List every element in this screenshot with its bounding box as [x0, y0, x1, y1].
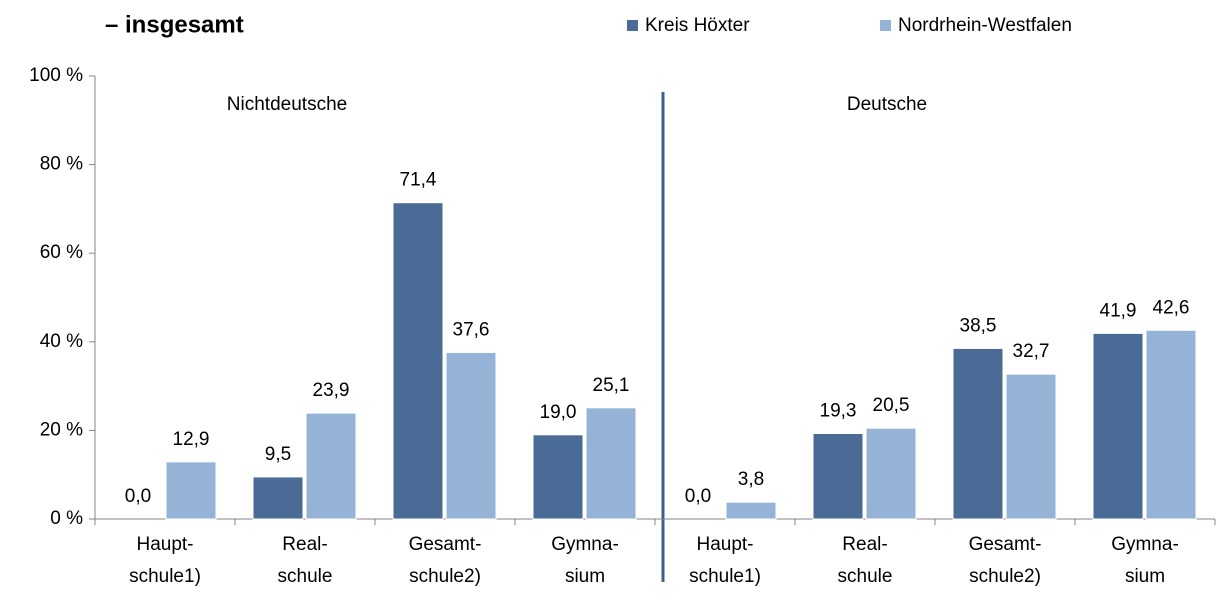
group-label: Deutsche — [847, 94, 927, 115]
x-tick-label: schule2) — [969, 566, 1041, 587]
y-tick-label: 80 % — [40, 154, 83, 175]
x-tick-label: Gesamt- — [409, 534, 482, 555]
x-tick-label: schule1) — [689, 566, 761, 587]
x-tick-label: Gymna- — [1111, 534, 1179, 555]
value-label: 71,4 — [400, 170, 437, 191]
value-label: 0,0 — [125, 486, 151, 507]
y-tick-label: 100 % — [29, 65, 83, 86]
x-tick-label: Haupt- — [696, 534, 753, 555]
group-label: Nichtdeutsche — [227, 94, 347, 115]
value-label: 37,6 — [453, 319, 490, 340]
x-tick-label: schule2) — [409, 566, 481, 587]
value-label: 32,7 — [1013, 341, 1050, 362]
bar — [1145, 329, 1197, 520]
bar — [392, 202, 444, 520]
value-label: 38,5 — [960, 315, 997, 336]
value-label: 25,1 — [593, 375, 630, 396]
legend-swatch — [880, 20, 891, 31]
value-label: 42,6 — [1153, 297, 1190, 318]
chart-title: – insgesamt — [105, 11, 244, 38]
value-label: 12,9 — [173, 429, 210, 450]
bar — [445, 351, 497, 520]
value-label: 20,5 — [873, 395, 910, 416]
x-tick-label: schule — [278, 566, 333, 587]
bar — [305, 412, 357, 520]
value-label: 19,3 — [820, 401, 857, 422]
y-tick-label: 60 % — [40, 242, 83, 263]
x-tick-label: Gesamt- — [969, 534, 1042, 555]
y-tick-label: 20 % — [40, 419, 83, 440]
value-label: 0,0 — [685, 486, 711, 507]
bar — [585, 407, 637, 520]
legend-label: Kreis Höxter — [645, 15, 750, 36]
x-tick-label: sium — [565, 566, 605, 587]
value-label: 41,9 — [1100, 300, 1137, 321]
bar — [952, 347, 1004, 520]
bar — [165, 461, 217, 520]
x-tick-label: schule — [838, 566, 893, 587]
x-tick-label: Gymna- — [551, 534, 619, 555]
value-label: 19,0 — [540, 402, 577, 423]
bar — [865, 427, 917, 520]
bar — [725, 501, 777, 520]
x-tick-label: Real- — [842, 534, 887, 555]
bar — [812, 433, 864, 520]
bar — [532, 434, 584, 520]
bar — [1092, 332, 1144, 520]
x-tick-label: schule1) — [129, 566, 201, 587]
x-tick-label: Haupt- — [136, 534, 193, 555]
x-tick-label: sium — [1125, 566, 1165, 587]
bar — [1005, 373, 1057, 520]
y-tick-label: 0 % — [50, 508, 83, 529]
x-tick-label: Real- — [282, 534, 327, 555]
bar — [252, 476, 304, 520]
legend-swatch — [627, 20, 638, 31]
value-label: 23,9 — [313, 380, 350, 401]
y-tick-label: 40 % — [40, 331, 83, 352]
value-label: 3,8 — [738, 469, 764, 490]
legend-label: Nordrhein-Westfalen — [898, 15, 1072, 36]
value-label: 9,5 — [265, 444, 291, 465]
